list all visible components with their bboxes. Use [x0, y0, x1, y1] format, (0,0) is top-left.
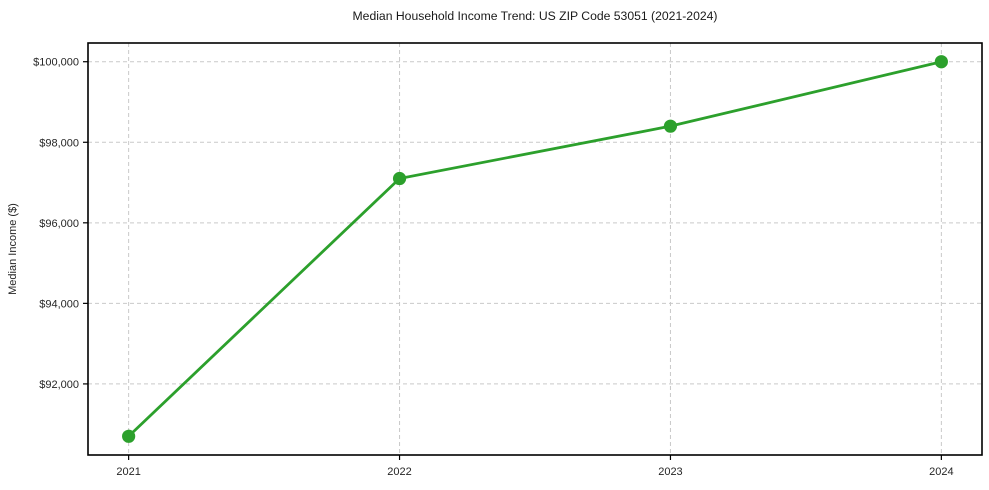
- data-point-2021: [122, 429, 136, 443]
- y-tick-label: $94,000: [39, 298, 79, 310]
- y-tick-label: $96,000: [39, 218, 79, 230]
- data-point-2024: [934, 55, 948, 69]
- y-tick-label: $98,000: [39, 137, 79, 149]
- x-tick-label: 2023: [658, 466, 682, 478]
- data-point-2022: [392, 171, 407, 186]
- y-tick-label: $92,000: [39, 379, 79, 391]
- x-tick-label: 2024: [929, 466, 953, 478]
- data-point-2023: [663, 119, 678, 133]
- x-tick-label: 2022: [387, 466, 411, 478]
- income-line: [127, 60, 943, 438]
- y-tick-label: $100,000: [33, 57, 79, 69]
- axes-frame: [87, 42, 983, 456]
- chart-title: Median Household Income Trend: US ZIP Co…: [352, 9, 718, 23]
- x-tick-label: 2021: [116, 466, 140, 478]
